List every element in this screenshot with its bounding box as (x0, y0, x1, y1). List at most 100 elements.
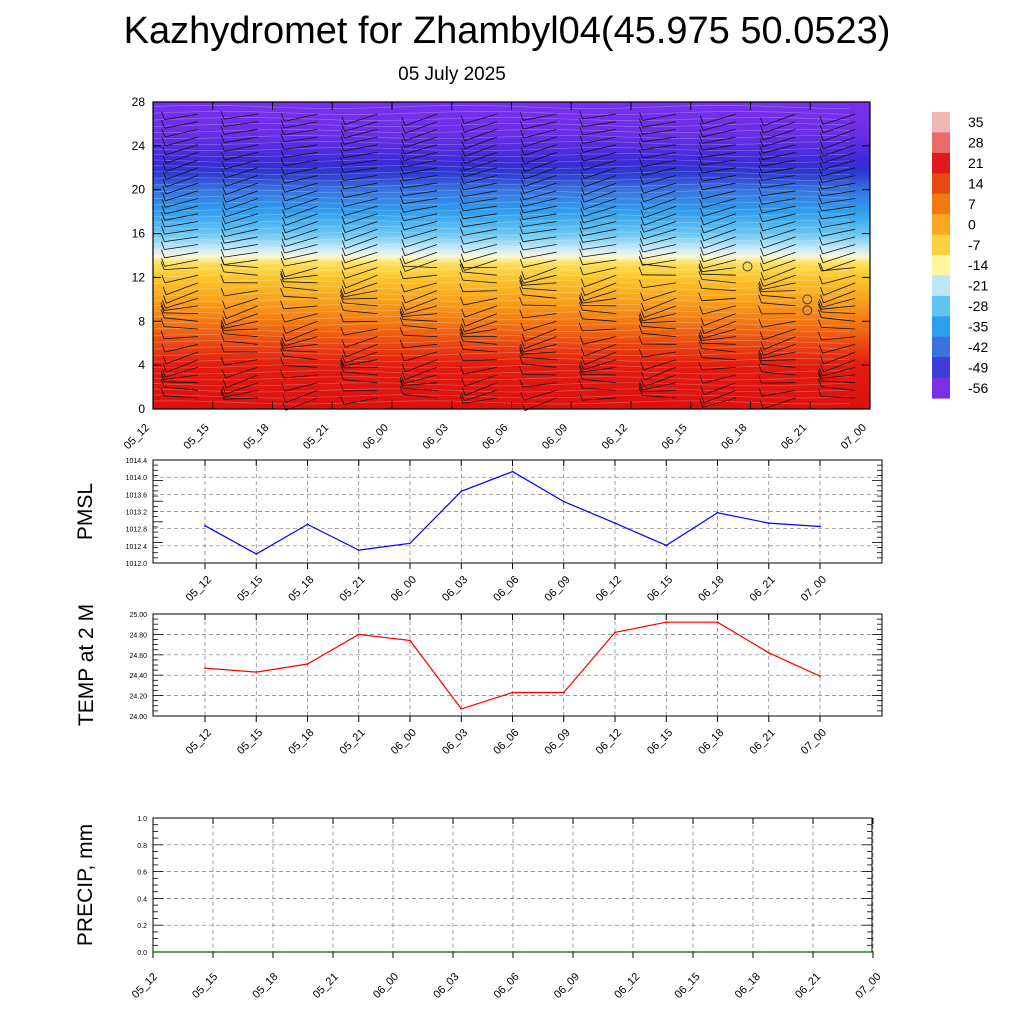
y-tick-label: 0.8 (137, 843, 147, 850)
wind-barb-flag (758, 281, 763, 290)
wind-barb-flag (459, 395, 464, 404)
wind-barb (403, 343, 438, 349)
wind-barb (761, 302, 796, 307)
wind-barb (523, 205, 557, 214)
wind-barb (582, 129, 617, 136)
wind-barb-flag (342, 348, 347, 358)
x-tick-label: 06_00 (361, 422, 391, 452)
wind-barb (164, 395, 199, 399)
wind-barb (643, 305, 677, 318)
wind-barb-flag (340, 180, 345, 190)
wind-barb-flag (340, 363, 344, 373)
wind-barb-flag (341, 261, 345, 270)
wind-barb-flag (461, 124, 465, 133)
wind-barb (763, 343, 796, 356)
wind-barb-flag (639, 167, 644, 176)
wind-barb-flag (640, 292, 644, 301)
wind-barb-flag (699, 260, 704, 269)
wind-barb (763, 259, 796, 272)
wind-barb (164, 113, 199, 120)
wind-barb-flag (281, 337, 286, 346)
wind-barb (404, 236, 438, 248)
wind-barb-flag (401, 294, 406, 304)
y-tick-label: 8 (138, 314, 145, 328)
wind-barb-flag (161, 199, 166, 208)
wind-barb (763, 251, 796, 265)
wind-barb-flag (700, 317, 705, 326)
wind-barb (702, 259, 736, 269)
wind-barb-flag (220, 118, 225, 127)
wind-barb-flag (520, 129, 524, 139)
wind-barb-flag (222, 201, 227, 211)
wind-barb (164, 343, 199, 353)
wind-barb-flag (639, 257, 643, 266)
wind-barb-flag (699, 253, 704, 263)
wind-barb (225, 205, 258, 218)
colorbar-swatch (932, 377, 950, 399)
wind-barb (165, 297, 199, 309)
wind-barb (702, 167, 736, 174)
series-line (204, 470, 821, 555)
wind-barb-flag (399, 270, 404, 279)
wind-barb-flag (759, 145, 763, 154)
wind-barb (823, 351, 856, 365)
wind-barb (283, 129, 318, 136)
wind-barb (522, 288, 557, 291)
wind-barb (823, 359, 856, 373)
wind-barb (403, 394, 438, 399)
x-tick-label: 06_15 (645, 574, 675, 604)
wind-barb (224, 113, 258, 120)
wind-barb (823, 136, 856, 150)
wind-barb (522, 244, 557, 251)
wind-barb (404, 113, 438, 126)
wind-barb (405, 290, 438, 304)
wind-barb (343, 159, 378, 166)
x-tick-label: 05_15 (235, 727, 265, 757)
wind-barb (223, 264, 258, 268)
colorbar-label: 14 (968, 176, 984, 192)
wind-barb-flag (521, 340, 525, 349)
pmsl-panel: 1012.0 1012.4 1012.8 1013.2 1013.6 1014.0 1014… (74, 458, 883, 604)
wind-barb (225, 198, 258, 211)
wind-barb-flag (640, 378, 645, 387)
wind-barb (524, 159, 557, 173)
wind-barb (343, 152, 378, 159)
wind-barb (405, 297, 438, 311)
colorbar-label: -21 (968, 278, 988, 294)
wind-barb (821, 267, 856, 272)
wind-barb (582, 244, 617, 250)
contour-line (152, 376, 850, 381)
colorbar-label: 0 (968, 216, 976, 232)
wind-barb-flag (580, 161, 585, 171)
wind-barb-flag (699, 115, 704, 124)
contour-line (152, 165, 850, 170)
x-tick-label: 06_00 (389, 574, 419, 604)
wind-barb (761, 320, 796, 328)
y-tick-label: 1014.0 (126, 475, 148, 482)
colorbar-label: -14 (968, 257, 988, 273)
wind-barb (703, 390, 736, 404)
wind-barb (642, 395, 677, 399)
wind-barb-flag (340, 288, 345, 298)
colorbar-swatch (932, 193, 950, 215)
wind-barb (761, 359, 796, 361)
y-tick-label: 24.60 (129, 653, 147, 660)
wind-barb (822, 144, 856, 157)
x-tick-label: 06_15 (645, 727, 675, 757)
wind-barb-flag (401, 302, 406, 311)
wind-barb-flag (520, 147, 525, 156)
wind-barb-flag (639, 176, 644, 185)
wind-barb-flag (580, 153, 584, 162)
wind-barb-flag (222, 300, 226, 309)
wind-barb (285, 205, 318, 219)
wind-barb-flag (519, 378, 524, 388)
wind-barb-flag (639, 141, 643, 150)
wind-barb-flag (400, 375, 405, 384)
wind-barb-flag (221, 222, 226, 231)
heatmap-field (153, 102, 870, 409)
wind-barb (643, 228, 677, 240)
wind-barb (642, 167, 677, 176)
wind-barb-flag (341, 224, 346, 233)
wind-barb (522, 351, 557, 355)
wind-barb (642, 313, 677, 322)
